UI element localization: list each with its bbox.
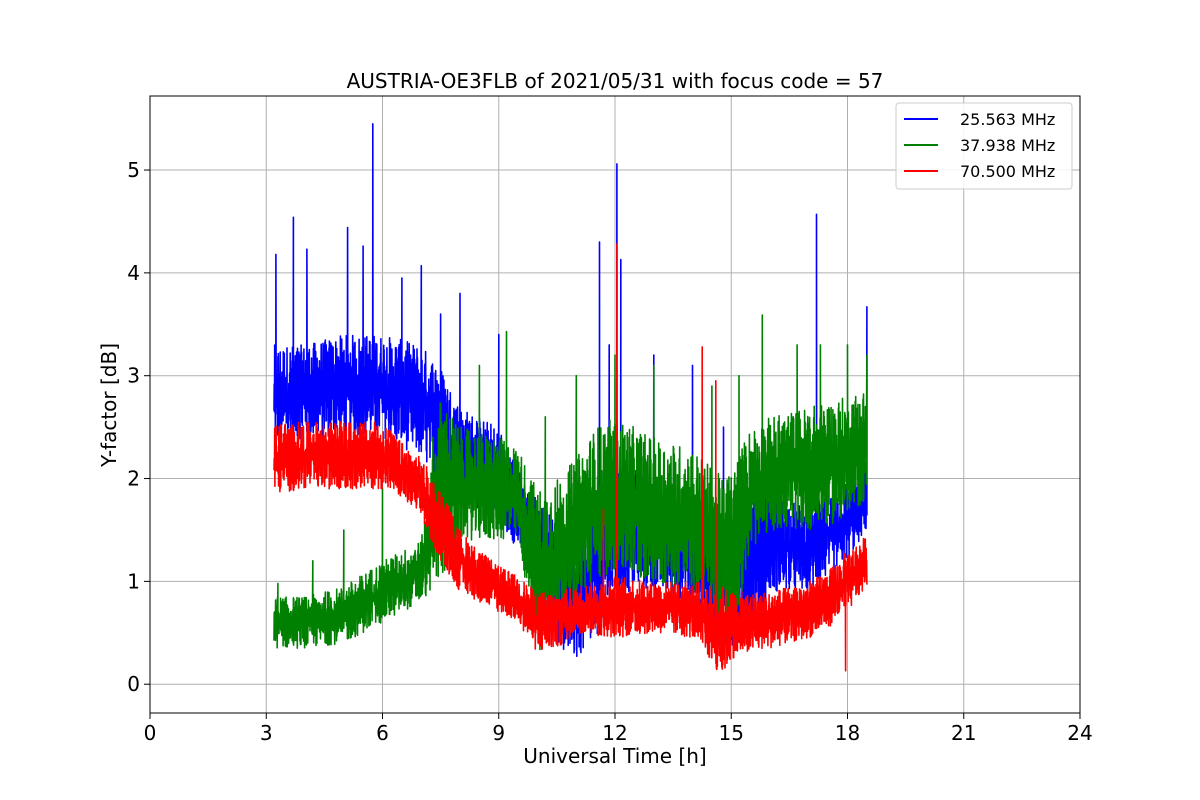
x-tick-label: 24 [1067, 721, 1092, 745]
x-tick-label: 9 [492, 721, 505, 745]
series-layer [273, 123, 868, 672]
y-tick-label: 3 [127, 364, 140, 388]
x-axis-label: Universal Time [h] [523, 744, 706, 768]
x-tick-label: 12 [602, 721, 627, 745]
x-tick-label: 21 [951, 721, 976, 745]
y-tick-label: 4 [127, 261, 140, 285]
legend-box [895, 102, 1073, 190]
x-axis: 0 3 6 9 12 15 18 21 24 [144, 713, 1093, 745]
x-tick-label: 6 [376, 721, 389, 745]
plot-area [273, 123, 868, 672]
y-tick-label: 5 [127, 158, 140, 182]
legend-label-1: 25.563 MHz [960, 110, 1055, 129]
x-tick-label: 0 [144, 721, 157, 745]
y-tick-label: 2 [127, 467, 140, 491]
y-tick-label: 1 [127, 569, 140, 593]
y-axis-label: Y-factor [dB] [97, 343, 121, 468]
legend-label-2: 37.938 MHz [960, 136, 1055, 155]
x-tick-label: 15 [719, 721, 744, 745]
chart-title: AUSTRIA-OE3FLB of 2021/05/31 with focus … [347, 69, 884, 93]
y-axis: 0 1 2 3 4 5 [127, 158, 150, 696]
series-line-2 [273, 314, 868, 651]
y-tick-label: 0 [127, 672, 140, 696]
x-tick-label: 3 [260, 721, 273, 745]
legend-label-3: 70.500 MHz [960, 162, 1055, 181]
legend: 25.563 MHz 37.938 MHz 70.500 MHz [895, 102, 1073, 190]
x-tick-label: 18 [835, 721, 860, 745]
series-line-3 [273, 243, 868, 672]
